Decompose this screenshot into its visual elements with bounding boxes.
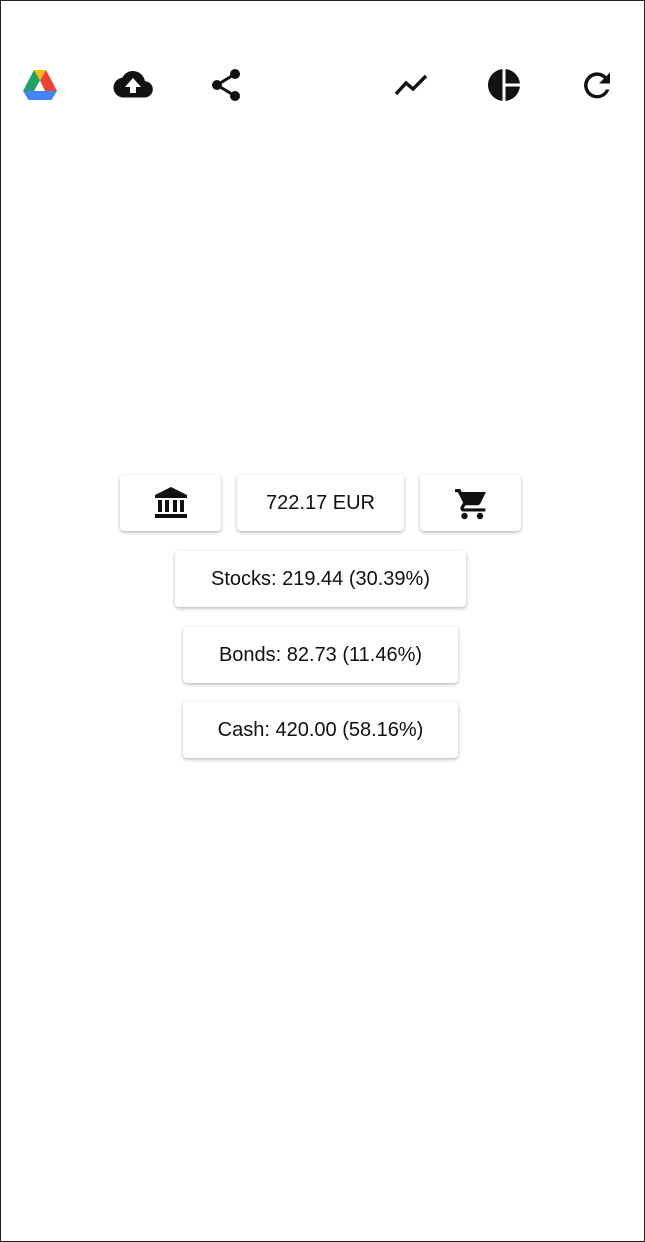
cart-icon [454,486,488,520]
cloud-upload-button[interactable] [105,57,161,113]
bank-button[interactable] [120,475,221,531]
trending-icon [394,74,428,96]
trending-button[interactable] [383,57,439,113]
bonds-allocation-button[interactable]: Bonds: 82.73 (11.46%) [183,627,458,683]
total-value-button[interactable]: 722.17 EUR [237,475,404,531]
refresh-button[interactable] [569,57,625,113]
stocks-allocation-button[interactable]: Stocks: 219.44 (30.39%) [175,551,466,607]
bank-icon [154,486,188,520]
cart-button[interactable] [420,475,521,531]
share-button[interactable] [198,57,254,113]
refresh-icon [582,70,612,100]
pie-chart-button[interactable] [476,57,532,113]
bonds-allocation-label: Bonds: 82.73 (11.46%) [218,643,423,666]
google-drive-button[interactable] [12,57,68,113]
pie-chart-icon [487,68,521,102]
cash-allocation-label: Cash: 420.00 (58.16%) [217,718,424,741]
google-drive-icon [23,70,57,100]
share-icon [210,68,242,102]
top-toolbar [1,57,645,113]
stocks-allocation-label: Stocks: 219.44 (30.39%) [210,567,430,590]
cash-allocation-button[interactable]: Cash: 420.00 (58.16%) [183,702,458,758]
total-value-label: 722.17 EUR [266,491,375,514]
cloud-upload-icon [113,69,153,101]
